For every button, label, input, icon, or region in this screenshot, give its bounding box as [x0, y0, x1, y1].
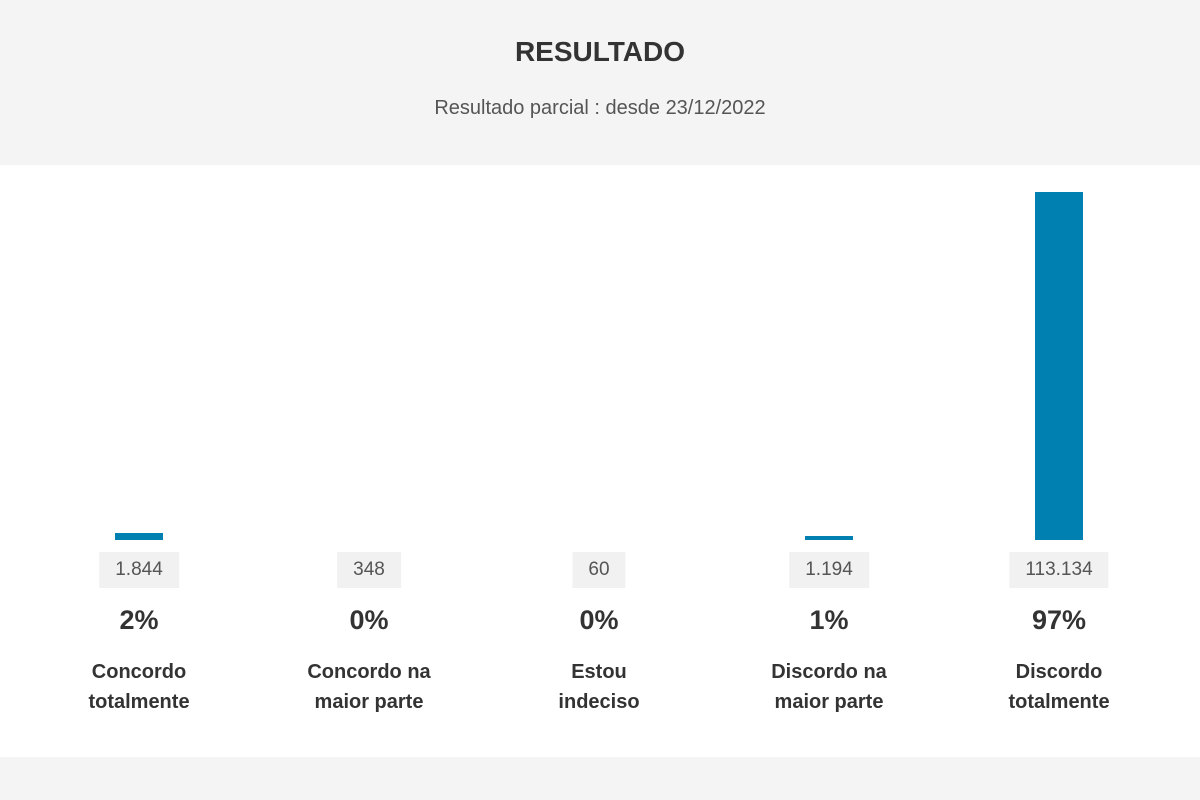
percentage-label: 1% [809, 605, 849, 635]
bar [115, 532, 163, 540]
percentage-label: 0% [349, 605, 389, 635]
count-label: 348 [337, 552, 401, 588]
count-label: 1.844 [99, 552, 179, 588]
category-label: Concordo na maior parte [307, 661, 431, 713]
count-label: 113.134 [1009, 552, 1109, 588]
chart-title: RESULTADO [514, 36, 686, 67]
count-label: 1.194 [789, 552, 869, 588]
bar [805, 536, 853, 540]
percentage-label: 0% [579, 605, 619, 635]
percentage-label: 2% [119, 605, 159, 635]
chart: 1.844 2% Concordo totalmente 348 0% Concordo … [0, 165, 1200, 757]
category-label: Concordo totalmente [88, 661, 190, 713]
category-label: Estou indeciso [558, 661, 640, 713]
percentage-label: 97% [1031, 605, 1087, 635]
count-label: 60 [572, 552, 626, 588]
bar [1035, 192, 1083, 540]
category-label: Discordo na maior parte [771, 661, 887, 713]
chart-subtitle: Resultado parcial : desde 23/12/2022 [434, 97, 766, 119]
category-label: Discordo totalmente [1008, 661, 1110, 713]
header: RESULTADO Resultado parcial : desde 23/1… [0, 0, 1200, 165]
